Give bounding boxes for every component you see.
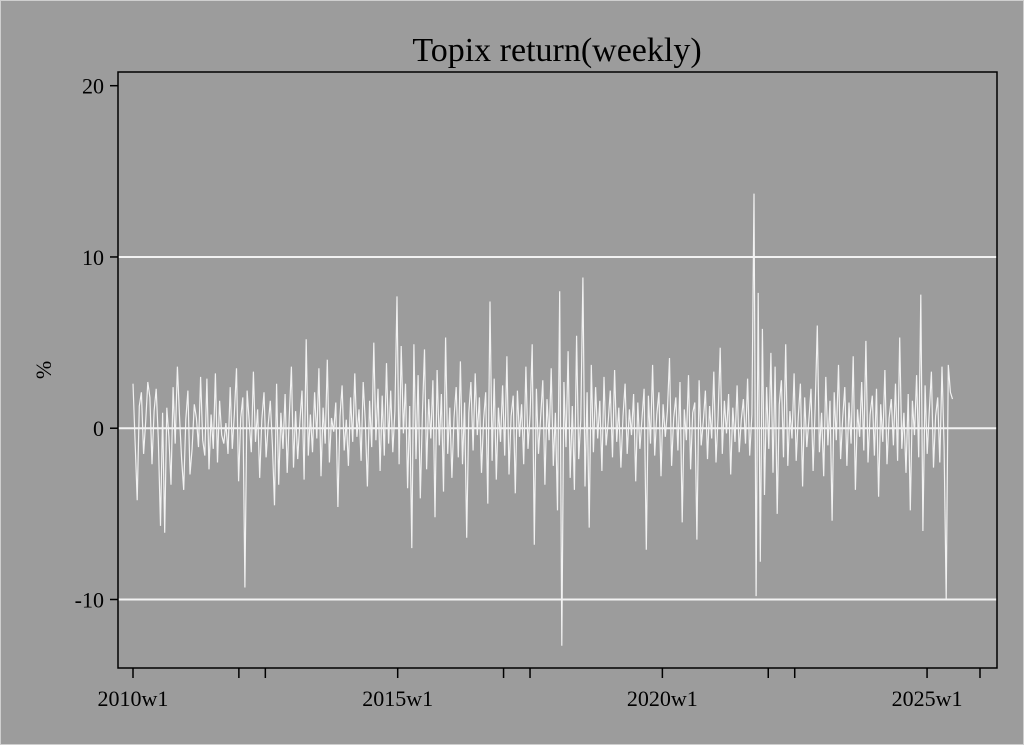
x-tick-label: 2010w1 bbox=[98, 686, 169, 711]
series-line bbox=[132, 193, 954, 646]
y-tick-label: 20 bbox=[82, 74, 104, 99]
x-tick-label: 2015w1 bbox=[362, 686, 433, 711]
y-tick-label: 0 bbox=[93, 416, 104, 441]
series-layer bbox=[132, 193, 954, 646]
y-tick-label: -10 bbox=[75, 587, 104, 612]
axes bbox=[117, 71, 998, 669]
y-ticks: 20 10 0 -10 bbox=[75, 74, 118, 612]
x-ticks: 2010w1 2015w1 2020w1 2025w1 bbox=[98, 668, 981, 711]
x-tick-label: 2020w1 bbox=[627, 686, 698, 711]
y-axis-title: % bbox=[31, 361, 56, 379]
y-tick-label: 10 bbox=[82, 245, 104, 270]
x-tick-label: 2025w1 bbox=[892, 686, 963, 711]
chart-title: Topix return(weekly) bbox=[412, 32, 701, 69]
plot-frame bbox=[117, 71, 998, 669]
